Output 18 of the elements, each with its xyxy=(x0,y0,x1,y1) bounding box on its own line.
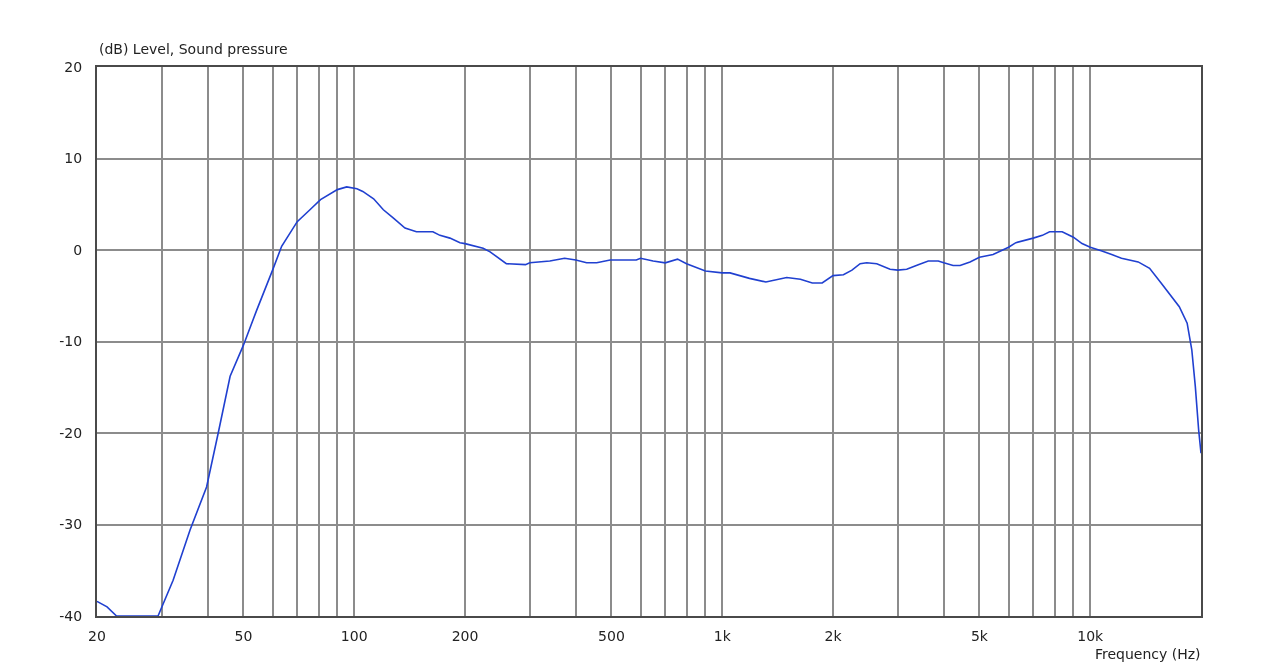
x-tick-label: 500 xyxy=(598,627,625,644)
x-tick-label: 10k xyxy=(1077,627,1105,644)
x-tick-label: 20 xyxy=(88,627,106,644)
x-tick-label: 5k xyxy=(970,627,989,644)
x-axis-title: Frequency (Hz) xyxy=(1095,646,1201,662)
y-tick-label: -20 xyxy=(59,424,83,441)
x-tick-label: 2k xyxy=(824,627,843,644)
y-tick-label: -40 xyxy=(59,607,83,624)
y-tick-label: -10 xyxy=(59,333,83,350)
y-tick-label: 20 xyxy=(64,58,83,75)
x-tick-label: 200 xyxy=(451,627,479,644)
y-tick-label: -30 xyxy=(59,516,83,533)
y-tick-label: 10 xyxy=(64,150,83,167)
x-tick-label: 1k xyxy=(713,627,732,644)
x-tick-label: 50 xyxy=(234,627,253,644)
x-tick-label: 100 xyxy=(340,627,368,644)
y-axis-title: (dB) Level, Sound pressure xyxy=(99,41,288,57)
y-tick-label: 0 xyxy=(73,241,83,258)
